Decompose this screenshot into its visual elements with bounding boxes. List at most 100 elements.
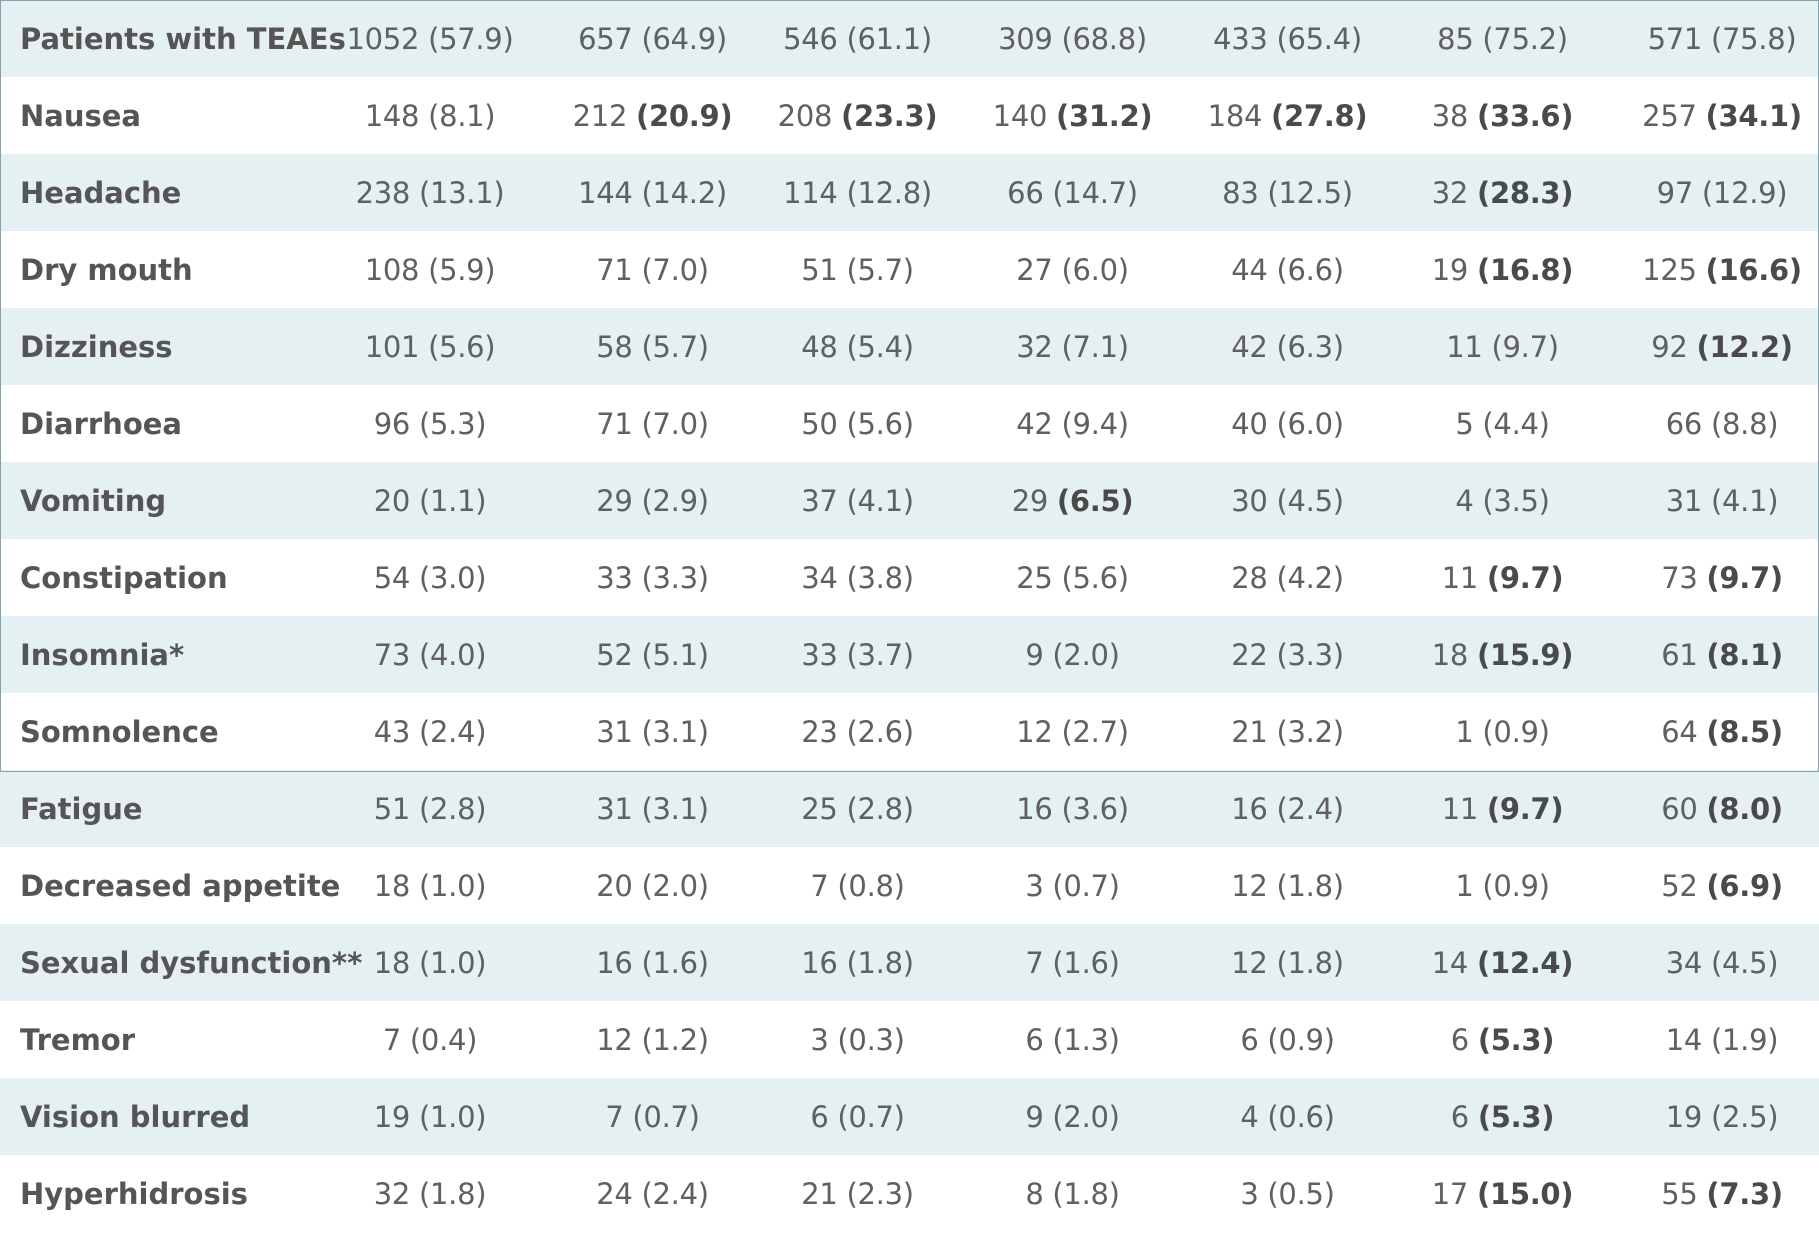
cell-percent: (3.0) [418,560,487,595]
table-row: Headache 238 (13.1) 144 (14.2) 114 (12.8) 66… [0,154,1819,231]
table-cell: 16 (1.8) [765,924,950,1001]
row-label: Headache [20,175,182,210]
table-cell: 3 (0.7) [950,847,1195,924]
table-cell: 108 (5.9) [320,231,540,308]
table-cell: 148 (8.1) [320,77,540,154]
cell-percent-highlighted: (27.8) [1271,98,1368,133]
cell-percent: (2.0) [1052,637,1120,672]
table-cell: 140 (31.2) [950,77,1195,154]
cell-percent-highlighted: (6.9) [1706,868,1783,903]
table-cell: 571 (75.8) [1625,0,1819,77]
row-label: Dry mouth [20,252,193,287]
cell-count: 1 [1455,868,1474,903]
table-cell: 25 (5.6) [950,539,1195,616]
cell-percent-highlighted: (9.7) [1486,560,1564,595]
row-label: Nausea [20,98,141,133]
cell-percent: (3.8) [846,560,914,595]
cell-percent-highlighted: (33.6) [1476,98,1574,133]
row-label: Sexual dysfunction** [20,945,363,980]
cell-count: 12 [1231,868,1268,903]
cell-percent: (0.9) [1482,868,1550,903]
table-cell: 73 (4.0) [320,616,540,693]
table-cell: 6 (1.3) [950,1001,1195,1078]
cell-percent-highlighted: (12.4) [1476,945,1574,980]
table-cell: 48 (5.4) [765,308,950,385]
table-cell: 8 (1.8) [950,1155,1195,1232]
cell-percent: (2.5) [1710,1099,1779,1134]
cell-count: 28 [1231,560,1268,595]
cell-count: 6 [1240,1022,1259,1057]
table-row: Decreased appetite 18 (1.0) 20 (2.0) 7 (0.8… [0,847,1819,924]
cell-count: 97 [1656,175,1694,210]
table-cell: 32 (7.1) [950,308,1195,385]
table-cell: 6 (5.3) [1380,1078,1625,1155]
cell-percent: (0.6) [1267,1099,1335,1134]
table-cell: 11 (9.7) [1380,539,1625,616]
table-cell: 23 (2.6) [765,693,950,770]
cell-percent: (0.9) [1267,1022,1335,1057]
table-cell: 4 (3.5) [1380,462,1625,539]
cell-percent-highlighted: (5.3) [1477,1022,1555,1057]
cell-percent: (6.6) [1276,252,1344,287]
row-label: Dizziness [20,329,173,364]
row-label: Hyperhidrosis [20,1176,248,1211]
cell-count: 96 [373,406,411,441]
cell-count: 3 [810,1022,829,1057]
cell-percent: (9.7) [1491,329,1559,364]
cell-count: 29 [596,483,633,518]
cell-percent-highlighted: (16.6) [1705,252,1803,287]
cell-percent-highlighted: (9.7) [1486,791,1564,826]
cell-count: 657 [578,21,633,56]
table-cell: 208 (23.3) [765,77,950,154]
cell-count: 18 [373,868,411,903]
table-cell: 21 (3.2) [1195,693,1380,770]
cell-count: 238 [355,175,411,210]
table-cell: 7 (1.6) [950,924,1195,1001]
table-cell: 31 (4.1) [1625,462,1819,539]
cell-count: 21 [1231,714,1268,749]
cell-count: 433 [1213,21,1268,56]
cell-count: 184 [1207,98,1263,133]
table-cell: 50 (5.6) [765,385,950,462]
cell-percent: (6.0) [1276,406,1344,441]
table-row: Vision blurred 19 (1.0) 7 (0.7) 6 (0.7) 9 (2… [0,1078,1819,1155]
cell-percent-highlighted: (16.8) [1476,252,1574,287]
table-cell: 66 (8.8) [1625,385,1819,462]
table-cell: 238 (13.1) [320,154,540,231]
cell-percent: (6.0) [1061,252,1129,287]
table-row: Patients with TEAEs 1052 (57.9) 657 (64.9)… [0,0,1819,77]
table-cell: 144 (14.2) [540,154,765,231]
table-cell: 114 (12.8) [765,154,950,231]
cell-percent-highlighted: (8.5) [1706,714,1783,749]
cell-count: 6 [1025,1022,1044,1057]
cell-percent-highlighted: (20.9) [636,98,733,133]
table-cell: 3 (0.3) [765,1001,950,1078]
cell-percent: (1.0) [418,1099,487,1134]
table-cell: 51 (5.7) [765,231,950,308]
cell-percent: (64.9) [641,21,727,56]
cell-count: 85 [1437,21,1474,56]
table-cell: 19 (1.0) [320,1078,540,1155]
table-cell: 22 (3.3) [1195,616,1380,693]
table-cell: 11 (9.7) [1380,770,1625,847]
cell-percent: (75.2) [1482,21,1568,56]
cell-percent: (1.6) [641,945,709,980]
cell-percent: (0.4) [409,1022,478,1057]
cell-percent: (1.0) [418,945,487,980]
cell-count: 52 [1661,868,1698,903]
cell-count: 23 [801,714,838,749]
cell-percent: (68.8) [1061,21,1147,56]
cell-percent: (8.8) [1710,406,1779,441]
cell-count: 6 [1450,1099,1469,1134]
cell-percent: (0.8) [837,868,905,903]
cell-count: 60 [1661,791,1698,826]
cell-percent: (1.2) [641,1022,709,1057]
table-cell: 7 (0.8) [765,847,950,924]
cell-count: 66 [1007,175,1044,210]
table-row: Insomnia* 73 (4.0) 52 (5.1) 33 (3.7) 9 (2.0)… [0,616,1819,693]
cell-percent: (0.7) [1052,868,1120,903]
cell-count: 50 [801,406,838,441]
cell-percent: (3.1) [641,714,709,749]
